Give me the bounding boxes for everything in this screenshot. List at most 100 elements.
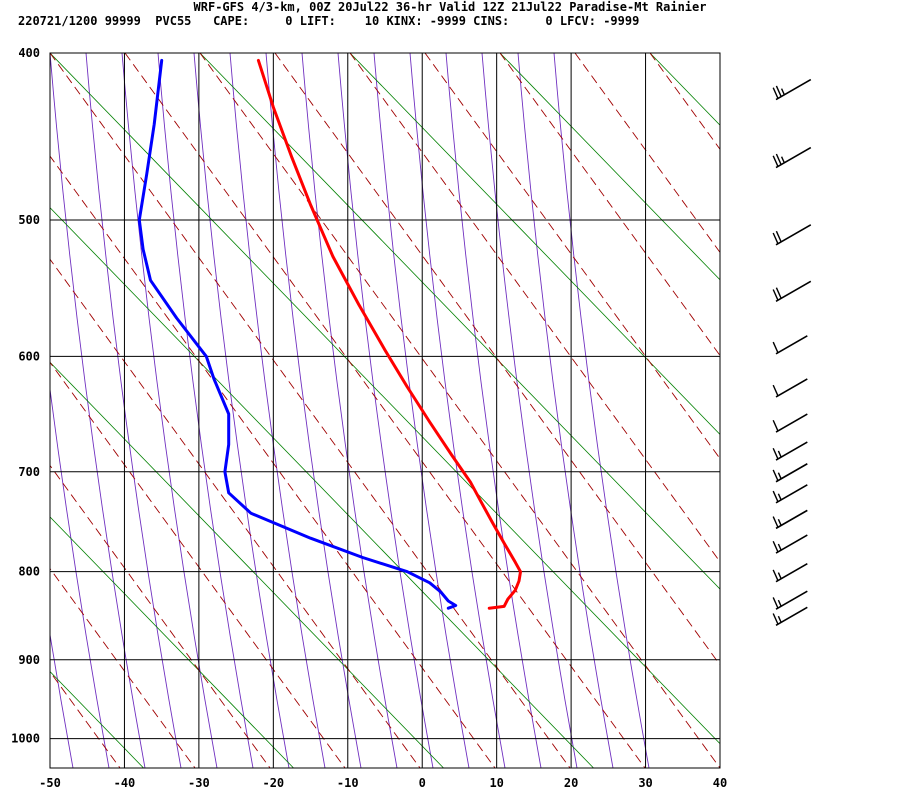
moist-adiabat-line xyxy=(553,53,650,768)
wind-barb-feather xyxy=(775,85,782,97)
dry-adiabat-line xyxy=(574,53,720,254)
wind-barb-feather xyxy=(772,613,779,625)
wind-barb-feather xyxy=(777,518,782,526)
wind-barb-staff xyxy=(775,78,812,101)
sounding-traces xyxy=(137,58,522,610)
dry-adiabat-line xyxy=(274,53,720,666)
diagonal-isotherm-line xyxy=(349,53,720,436)
plot-grid xyxy=(49,52,721,769)
x-tick-label: -40 xyxy=(114,776,136,790)
dry-adiabat-line xyxy=(349,53,720,563)
moist-adiabat-line xyxy=(157,53,254,768)
moist-adiabat-line xyxy=(337,53,434,768)
x-tick-label: 40 xyxy=(713,776,727,790)
pressure-tick-label: 500 xyxy=(18,213,40,227)
wind-barb-feather xyxy=(772,469,779,482)
wind-barb-feather xyxy=(777,472,782,480)
dry-adiabat-line xyxy=(199,53,720,768)
pressure-tick-label: 700 xyxy=(18,465,40,479)
x-tick-label: -20 xyxy=(262,776,284,790)
pressure-tick-label: 1000 xyxy=(11,732,40,746)
wind-barb-feather xyxy=(772,490,779,503)
dry-adiabat-line xyxy=(499,53,720,357)
dry-adiabat-line xyxy=(50,155,496,768)
wind-barb-feather xyxy=(772,540,779,553)
x-tick-label: 30 xyxy=(638,776,652,790)
dry-adiabat-line xyxy=(50,258,421,768)
pressure-tick-label: 800 xyxy=(18,565,40,579)
wind-barb-feather xyxy=(772,516,779,528)
wind-barb-feather xyxy=(775,153,782,166)
pressure-tick-label: 900 xyxy=(18,653,40,667)
diagonal-isotherm-line xyxy=(199,53,720,590)
dry-adiabat-line xyxy=(50,567,196,768)
wind-barb-feather xyxy=(777,543,782,551)
dry-adiabat-line xyxy=(50,361,346,768)
wind-barb-feather xyxy=(777,615,782,623)
wind-barb-feather xyxy=(772,569,779,581)
wind-barb-feather xyxy=(772,597,779,609)
moist-adiabat-line xyxy=(50,631,74,768)
moist-adiabat-line xyxy=(517,53,614,768)
diagonal-isotherm-line xyxy=(50,361,444,768)
diagonal-isotherm-line xyxy=(50,53,720,745)
diagonal-isotherm-line xyxy=(499,53,720,281)
x-tick-label: 10 xyxy=(489,776,503,790)
wind-barb-feather xyxy=(772,155,779,167)
wind-barb-feather xyxy=(772,232,779,245)
moist-adiabat-line xyxy=(85,53,182,768)
wind-barb-feather xyxy=(777,450,782,458)
wind-barb-feather xyxy=(777,599,782,607)
diagonal-isotherm-line xyxy=(50,516,294,768)
wind-barb-feather xyxy=(775,287,782,299)
station-indices-line: 220721/1200 99999 PVC55 CAPE: 0 LIFT: 10… xyxy=(18,14,640,28)
wind-barb-feather xyxy=(772,341,779,354)
axis-tick-labels: -50 -40 -30 -20 -10 0 10 20 30 40 400 500 600 700 800 9… xyxy=(11,46,727,790)
wind-barb-staff xyxy=(775,335,808,355)
pressure-tick-label: 600 xyxy=(18,349,40,363)
wind-barb-feather xyxy=(777,572,782,580)
temperature-trace xyxy=(256,58,522,610)
wind-barb-staff xyxy=(775,224,812,246)
moist-adiabat-line xyxy=(301,53,398,768)
dry-adiabats xyxy=(50,53,720,768)
x-tick-label: -10 xyxy=(337,776,359,790)
diagonal-isotherm-line xyxy=(50,207,594,768)
pressure-tick-label: 400 xyxy=(18,46,40,60)
moist-adiabat-line xyxy=(265,53,362,768)
moist-adiabat-line xyxy=(193,53,290,768)
diagonal-isotherm-line xyxy=(800,53,900,768)
moist-adiabats xyxy=(50,53,650,768)
wind-barb-feather xyxy=(772,447,779,460)
x-tick-label: 0 xyxy=(419,776,426,790)
wind-barb-staff xyxy=(775,378,808,398)
dry-adiabat-line xyxy=(424,53,720,460)
wind-barb-feather xyxy=(772,289,779,301)
wind-barb-feather xyxy=(772,87,779,99)
moist-adiabat-line xyxy=(50,385,110,768)
dry-adiabat-line xyxy=(50,53,571,768)
wind-barb-feather xyxy=(780,156,786,164)
wind-barb-staff xyxy=(775,413,808,433)
x-tick-label: 20 xyxy=(564,776,578,790)
moist-adiabat-line xyxy=(50,53,146,768)
moist-adiabat-line xyxy=(409,53,506,768)
wind-barbs xyxy=(772,78,812,626)
wind-barb-feather xyxy=(775,230,782,243)
moist-adiabat-line xyxy=(445,53,542,768)
wind-barb-feather xyxy=(772,384,779,397)
dewpoint-trace xyxy=(137,58,458,610)
moist-adiabat-line xyxy=(481,53,578,768)
chart-title-line: WRF-GFS 4/3-km, 00Z 20Jul22 36-hr Valid … xyxy=(193,0,707,14)
x-tick-label: -30 xyxy=(188,776,210,790)
dry-adiabat-line xyxy=(50,464,271,768)
wind-barb-feather xyxy=(772,419,779,432)
moist-adiabat-line xyxy=(229,53,326,768)
dry-adiabat-line xyxy=(124,53,646,768)
moist-adiabat-line xyxy=(373,53,470,768)
wind-barb-staff xyxy=(775,280,812,302)
wind-barb-staff xyxy=(775,146,812,169)
diagonal-isotherms xyxy=(50,53,900,768)
wind-barb-feather xyxy=(777,493,782,501)
